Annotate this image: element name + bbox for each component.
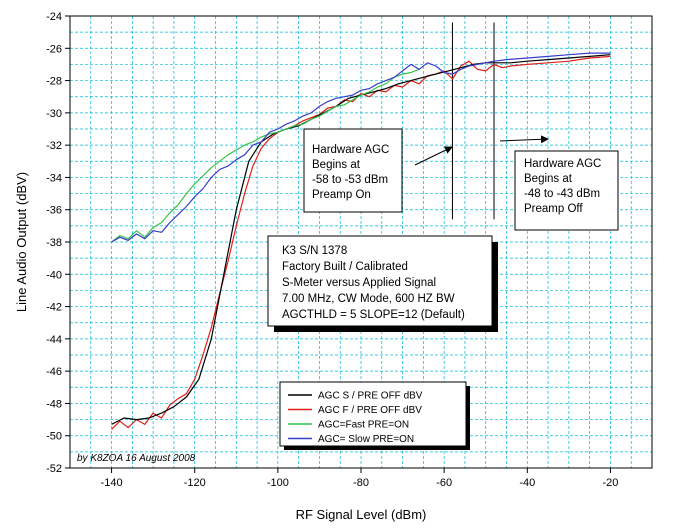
series-layer (111, 52, 611, 430)
legend-label: AGC= Slow PRE=ON (318, 434, 414, 445)
legend-label: AGC=Fast PRE=ON (318, 420, 409, 431)
legend: AGC S / PRE OFF dBV AGC F / PRE OFF dBV AG… (279, 381, 470, 450)
plot-frame (69, 15, 653, 469)
series-line-1 (111, 54, 611, 425)
info-line1: K3 S/N 1378 (282, 245, 347, 257)
x-tick-label: -60 (436, 477, 452, 489)
legend-frame (279, 381, 467, 447)
y-ticks: -52 -50 -48 -46 -44 -42 -40 -38 -36 -34 -32 -30 -28 -… (46, 11, 70, 475)
annotation-preamp-on-line2: Begins at (312, 159, 361, 171)
x-tick-label: -20 (602, 477, 618, 489)
annotation-preamp-on-line1: Hardware AGC (312, 144, 389, 156)
info-box-frame (267, 235, 493, 327)
y-tick-label: -34 (46, 172, 62, 184)
legend-label: AGC S / PRE OFF dBV (318, 391, 423, 402)
y-tick-label: -50 (46, 431, 62, 443)
credit-text: by K8ZOA 16 August 2008 (77, 453, 196, 464)
y-tick-label: -40 (46, 269, 62, 281)
y-tick-label: -48 (46, 398, 62, 410)
x-tick-label: -100 (267, 477, 289, 489)
series-line-4 (111, 52, 611, 243)
series-line-3 (111, 68, 420, 243)
info-line2: Factory Built / Calibrated (282, 261, 408, 273)
y-axis-title: Line Audio Output (dBV) (14, 172, 29, 312)
y-tick-label: -52 (46, 463, 62, 475)
y-tick-label: -26 (46, 43, 62, 55)
annotation-preamp-off-box (514, 150, 619, 231)
info-line3: S-Meter versus Applied Signal (282, 277, 436, 289)
y-tick-label: -42 (46, 302, 62, 314)
x-tick-label: -80 (353, 477, 369, 489)
annotation-preamp-on-arrow (414, 146, 453, 166)
annotation-preamp-on-box (303, 128, 403, 213)
annotation-preamp-off-arrow (499, 135, 549, 144)
legend-items: AGC S / PRE OFF dBV AGC F / PRE OFF dBV AG… (288, 391, 423, 445)
x-axis-title: RF Signal Level (dBm) (296, 507, 427, 522)
info-line4: 7.00 MHz, CW Mode, 600 HZ BW (282, 293, 455, 305)
x-ticks: -140 -120 -100 -80 -60 -40 -20 (101, 468, 618, 489)
y-tick-label: -46 (46, 366, 62, 378)
annotation-preamp-off-line3: -48 to -43 dBm (524, 188, 600, 200)
legend-label: AGC F / PRE OFF dBV (318, 405, 422, 416)
annotation-preamp-on-line4: Preamp On (312, 189, 371, 201)
series-line-2 (111, 55, 611, 430)
x-tick-label: -120 (184, 477, 206, 489)
y-tick-label: -38 (46, 237, 62, 249)
annotation-preamp-on-line3: -58 to -53 dBm (312, 174, 388, 186)
annotation-preamp-off: Hardware AGC Begins at -48 to -43 dBm Pr… (514, 150, 619, 231)
info-line5: AGCTHLD = 5 SLOPE=12 (Default) (282, 309, 465, 321)
annotation-preamp-off-line2: Begins at (524, 173, 573, 185)
x-tick-label: -40 (519, 477, 535, 489)
y-tick-label: -28 (46, 76, 62, 88)
agc-reference-lines (451, 22, 495, 220)
y-tick-label: -24 (46, 11, 62, 23)
x-tick-label: -140 (101, 477, 123, 489)
y-tick-label: -44 (46, 334, 62, 346)
y-tick-label: -32 (46, 140, 62, 152)
annotation-preamp-off-line4: Preamp Off (524, 203, 583, 215)
y-tick-label: -30 (46, 108, 62, 120)
y-tick-label: -36 (46, 205, 62, 217)
annotation-preamp-off-line1: Hardware AGC (524, 158, 601, 170)
annotation-preamp-on: Hardware AGC Begins at -58 to -53 dBm Pr… (303, 128, 403, 213)
info-box: K3 S/N 1378 Factory Built / Calibrated S… (267, 235, 498, 332)
